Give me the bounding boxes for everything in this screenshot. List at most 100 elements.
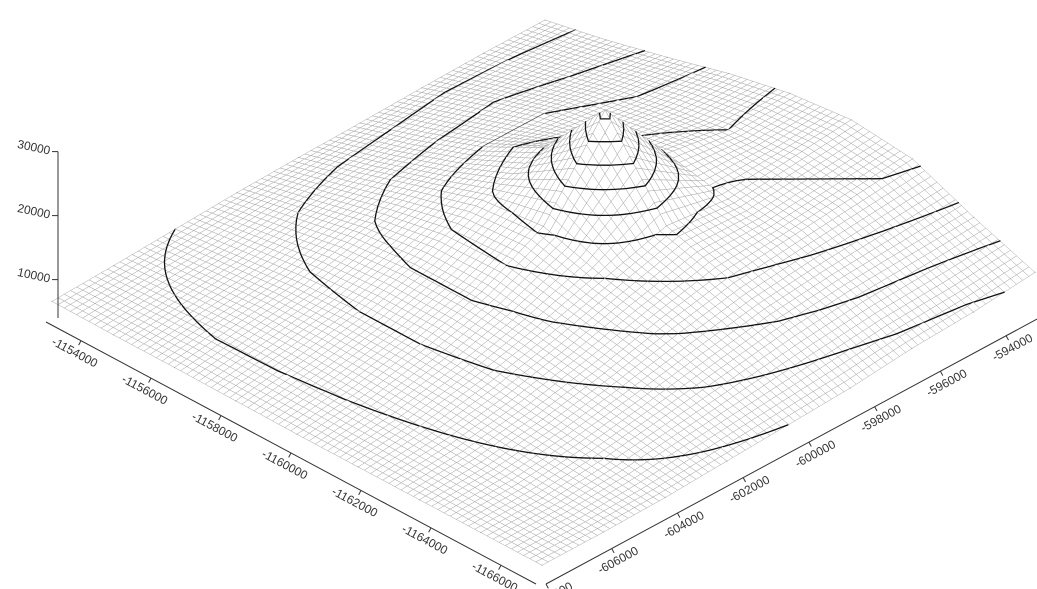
contour-line [513,53,522,58]
contour-line [590,65,600,70]
contour-line [488,65,496,71]
contour-line [586,163,599,166]
contour-line [295,219,298,226]
contour-line [534,44,543,49]
surface [51,19,1036,566]
contour-line [357,147,365,153]
contour-line [450,85,458,90]
contour-line [406,114,413,120]
contour-line [540,41,549,46]
contour-line [529,85,539,90]
contour-line [674,130,683,133]
contour-line [635,93,645,98]
contour-line [764,91,771,98]
contour-line [427,99,434,105]
contour-line [572,239,578,242]
contour-line [613,57,623,62]
contour-line [697,66,706,71]
contour-line [481,68,490,74]
contour-line [561,32,570,37]
contour-line [507,56,516,61]
contour-line [438,91,446,97]
contour-line [527,47,536,52]
contour-line [411,110,419,116]
contour-line [384,129,392,135]
contour-line [416,106,424,112]
contour-line [860,237,865,240]
contour-line [617,97,628,101]
contour-line [538,83,547,87]
contour-line [492,98,502,103]
contour-line [625,279,635,282]
contour-line [611,163,624,166]
contour-line [481,105,489,111]
contour-line [576,163,587,166]
contour-line [373,136,381,142]
contour-line [507,93,517,98]
contour-line [471,112,478,118]
contour-line [583,188,591,190]
contour-line [449,127,457,133]
contour-line [609,112,611,120]
contour-line [535,140,540,142]
contour-line [540,272,548,275]
contour-line [514,91,524,95]
contour-line [636,50,646,55]
contour-line [475,72,484,77]
contour-line [602,63,608,66]
contour-line [469,75,477,81]
contour-line [487,101,494,107]
contour-line [522,268,529,272]
contour-line [379,132,386,138]
contour-line [580,213,591,216]
contour-line [552,109,564,113]
contour-line [608,99,619,103]
contour-line [443,131,451,137]
contour-line [462,78,471,84]
contour-line [598,101,610,105]
contour-line [492,183,495,190]
contour-line [749,103,756,110]
contour-line [571,106,582,110]
contour-line [583,68,593,73]
contour-line [570,276,579,279]
contour-line [621,55,631,60]
contour-line [589,102,601,106]
contour-line [677,75,686,80]
contour-line [545,80,555,85]
contour-line [400,117,408,123]
contour-line [522,88,532,93]
contour-line [693,69,700,73]
contour-line [623,162,635,166]
contour-line [769,87,776,94]
contour-line [368,140,376,146]
contour-line [622,128,625,137]
contour-line [575,70,585,75]
contour-line [422,102,430,108]
contour-line [444,88,452,94]
contour-line [395,121,403,127]
contour-line [460,120,467,126]
contour-line [465,116,473,122]
contour-line [454,124,462,130]
contour-line [562,107,573,111]
contour-line [546,233,555,236]
contour-line [670,78,679,83]
contour-line [697,279,708,282]
contour-line [543,111,555,115]
contour-line [554,35,563,40]
contour-line [438,135,446,141]
contour-line [631,239,638,242]
contour-line [456,81,465,87]
contour-line [604,277,616,280]
contour-line [520,50,529,55]
contour-line [547,38,556,43]
contour-line [745,107,752,114]
contour-line [552,78,562,83]
contour-line [580,277,593,279]
contour-line [352,151,359,157]
contour-line [754,99,761,106]
contour-line [504,96,509,99]
contour-line [649,87,659,92]
